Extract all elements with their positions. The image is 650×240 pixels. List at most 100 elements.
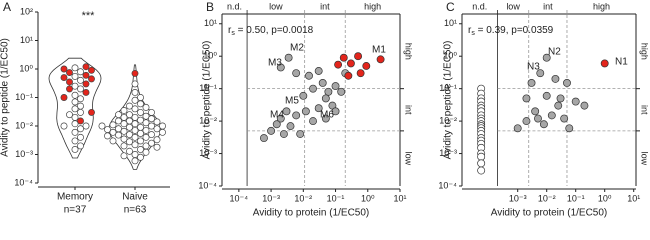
data-point [66, 111, 73, 119]
point-label: N3 [527, 62, 540, 73]
data-point [71, 64, 79, 72]
data-point [60, 94, 68, 101]
data-point [131, 105, 139, 113]
y-axis-label: Avidity to peptide (1/EC50) [443, 41, 454, 160]
x-tick-label: 10⁻¹ [327, 193, 345, 203]
data-point [309, 84, 317, 93]
data-point [534, 114, 542, 123]
data-point [71, 82, 79, 90]
y-tick-label: 10⁻⁴ [14, 177, 33, 187]
y-tick-label: 10⁰ [443, 51, 457, 61]
stat-label: rs = 0.50, p=0.0018 [228, 25, 314, 37]
data-point [362, 62, 371, 70]
data-point [321, 114, 330, 123]
data-point [60, 65, 68, 73]
data-point [126, 102, 133, 110]
data-point [82, 80, 90, 88]
y-tick-label: 10⁰ [203, 51, 217, 61]
data-point [305, 71, 313, 80]
x-tick-label: 10⁻³ [509, 193, 527, 203]
data-point [547, 111, 556, 120]
data-point [115, 131, 122, 139]
x-tick-label: 10⁻⁴ [230, 193, 249, 203]
data-point [126, 131, 133, 139]
y-tick-label: 10⁻³ [439, 148, 457, 158]
stat-symbol: r [228, 25, 232, 36]
point-label: N2 [548, 47, 561, 58]
data-point [284, 53, 293, 62]
data-point [354, 52, 363, 61]
data-point [60, 74, 68, 82]
data-point [60, 122, 68, 130]
data-point [131, 141, 139, 149]
data-point [77, 142, 84, 150]
x-tick-label: 10⁻¹ [567, 193, 585, 203]
data-point [339, 53, 348, 62]
panel-letter: C [446, 0, 455, 14]
data-point [131, 69, 139, 77]
x-region-label: high [593, 1, 610, 11]
x-region-label: n.d. [227, 1, 242, 11]
data-point [267, 126, 276, 135]
data-point [600, 59, 609, 68]
x-region-label: low [269, 1, 283, 11]
data-point [301, 107, 310, 116]
y-tick-label: 10² [20, 6, 33, 16]
y-tick-label: 10⁻⁴ [198, 180, 217, 190]
data-point [120, 113, 128, 121]
x-region-label: int [543, 1, 553, 11]
y-tick-label: 10⁻² [199, 115, 217, 125]
data-point [337, 87, 346, 96]
data-point [131, 120, 139, 128]
data-point [71, 113, 79, 121]
y-tick-label: 10¹ [444, 18, 457, 28]
data-point [98, 122, 106, 130]
data-point [137, 146, 144, 153]
data-point [131, 133, 139, 141]
stat-text: = 0.50, p=0.0018 [235, 25, 314, 36]
data-point [71, 128, 79, 136]
data-point [477, 159, 486, 168]
stat-text: = 0.39, p=0.0359 [475, 25, 554, 36]
data-point [542, 91, 551, 100]
data-point [148, 122, 155, 130]
data-point [88, 66, 95, 74]
data-point [376, 55, 385, 64]
data-point [536, 69, 545, 78]
point-label: M3 [268, 58, 282, 69]
data-point [153, 118, 161, 126]
data-point [477, 166, 486, 175]
data-point [477, 152, 486, 161]
x-region-label: low [506, 1, 520, 11]
data-point [115, 117, 122, 125]
stat-label: rs = 0.39, p=0.0359 [468, 25, 554, 37]
x-axis-label: Avidity to protein (1/EC50) [253, 208, 370, 219]
data-point [554, 101, 563, 110]
significance: *** [82, 10, 96, 22]
y-tick-label: 10⁰ [19, 63, 33, 73]
data-point [66, 78, 73, 86]
panel-letter: A [3, 0, 11, 14]
x-region-label: high [364, 1, 381, 11]
data-point [137, 123, 144, 131]
data-point [142, 126, 150, 134]
data-point [88, 75, 95, 83]
data-point [282, 107, 291, 116]
x-region-label: int [320, 1, 330, 11]
data-point [120, 127, 128, 135]
data-point [120, 152, 128, 160]
y-tick-label: 10¹ [20, 35, 33, 45]
x-tick-label: Naive [122, 192, 148, 203]
data-point [66, 69, 73, 77]
stat-subscript: s [471, 30, 475, 37]
point-label: M2 [290, 43, 304, 54]
data-point [131, 126, 139, 134]
data-point [77, 85, 84, 93]
data-point [120, 107, 128, 114]
data-point [522, 94, 531, 103]
y-region-label: low [640, 152, 650, 166]
data-point [137, 153, 144, 161]
data-point [137, 100, 144, 108]
data-point [314, 104, 323, 113]
x-axis-label: Avidity to protein (1/EC50) [491, 208, 608, 219]
